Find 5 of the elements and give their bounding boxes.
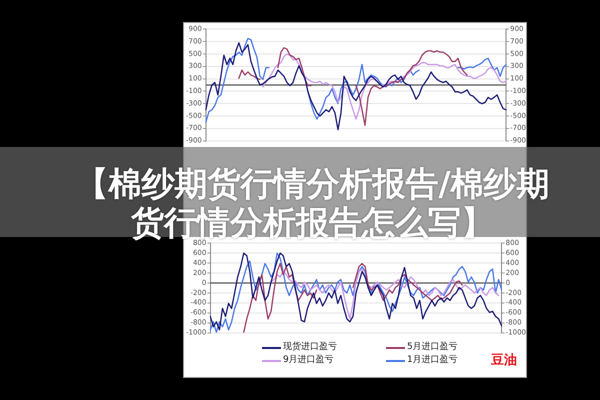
legend-label: 9月进口盈亏: [283, 355, 334, 366]
legend-label: 现货进口盈亏: [283, 342, 337, 353]
text: 豆油: [491, 353, 517, 368]
legend-label: 1月进口盈亏: [407, 355, 458, 366]
legend-label: 5月进口盈亏: [407, 342, 458, 353]
